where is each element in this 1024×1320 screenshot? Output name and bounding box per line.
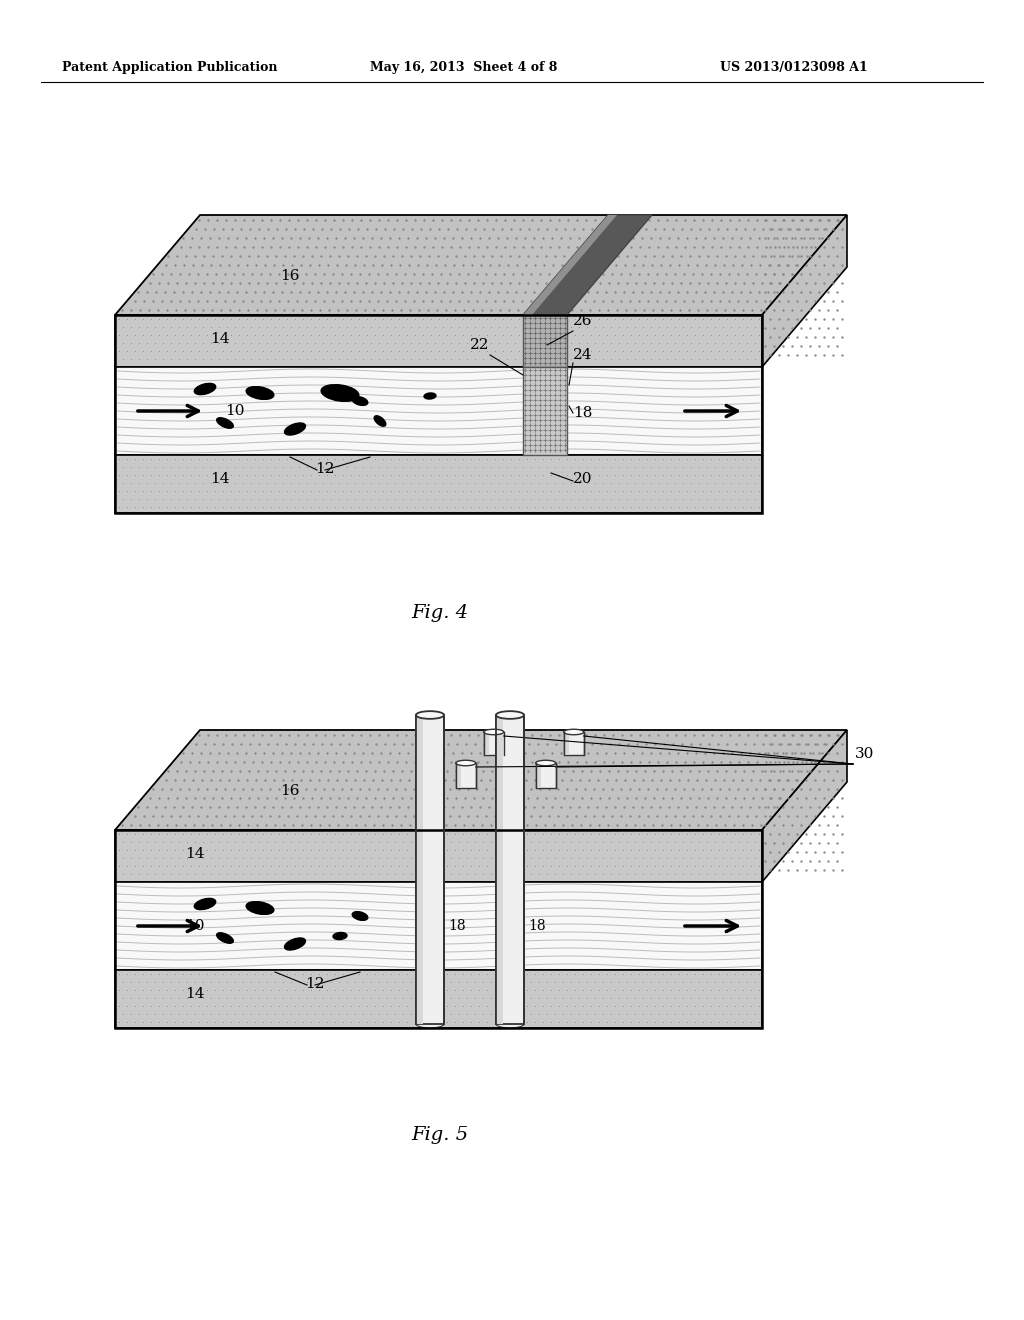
Text: Patent Application Publication: Patent Application Publication [62, 62, 278, 74]
Text: 14: 14 [185, 847, 205, 861]
Bar [115, 455, 762, 513]
Text: 18: 18 [449, 919, 466, 933]
Ellipse shape [195, 383, 216, 395]
Bar [115, 315, 762, 367]
Text: 30: 30 [855, 747, 874, 762]
Polygon shape [762, 215, 847, 367]
Bar [115, 830, 762, 882]
Ellipse shape [496, 711, 524, 719]
Text: 16: 16 [280, 784, 299, 799]
Ellipse shape [195, 899, 216, 909]
Ellipse shape [246, 387, 273, 400]
Bar [416, 715, 444, 1024]
Ellipse shape [456, 760, 476, 766]
Text: May 16, 2013  Sheet 4 of 8: May 16, 2013 Sheet 4 of 8 [370, 62, 557, 74]
Text: 14: 14 [185, 987, 205, 1001]
Text: 14: 14 [210, 333, 229, 346]
Ellipse shape [333, 932, 347, 940]
Text: 22: 22 [470, 338, 489, 352]
Text: Fig. 4: Fig. 4 [412, 605, 469, 622]
Bar [115, 882, 762, 970]
Text: Fig. 5: Fig. 5 [412, 1126, 469, 1144]
Bar [536, 763, 556, 788]
Bar [523, 315, 567, 367]
Bar [456, 763, 476, 788]
Text: 14: 14 [210, 473, 229, 486]
Ellipse shape [416, 1020, 444, 1028]
Ellipse shape [217, 933, 233, 944]
Text: 10: 10 [185, 919, 205, 933]
Ellipse shape [285, 422, 305, 436]
Bar [115, 367, 762, 455]
Ellipse shape [496, 1020, 524, 1028]
Polygon shape [762, 730, 847, 882]
Bar [564, 733, 584, 755]
Ellipse shape [536, 760, 556, 766]
Ellipse shape [285, 939, 305, 950]
Polygon shape [115, 730, 847, 830]
Polygon shape [523, 215, 652, 315]
Ellipse shape [217, 417, 233, 428]
Text: 12: 12 [315, 462, 335, 477]
Polygon shape [115, 215, 847, 315]
Ellipse shape [322, 384, 358, 401]
Ellipse shape [352, 396, 368, 405]
Text: 24: 24 [573, 348, 593, 362]
Ellipse shape [564, 729, 584, 735]
Bar [483, 733, 504, 755]
Text: 26: 26 [573, 314, 593, 327]
Bar [115, 970, 762, 1028]
Ellipse shape [424, 393, 436, 399]
Ellipse shape [352, 912, 368, 920]
Bar [523, 367, 567, 455]
Text: 10: 10 [225, 404, 245, 418]
Ellipse shape [483, 729, 504, 735]
Bar [115, 830, 762, 1028]
Text: 20: 20 [573, 473, 593, 486]
Text: 16: 16 [280, 269, 299, 282]
Text: 18: 18 [528, 919, 546, 933]
Bar [496, 715, 524, 1024]
Ellipse shape [416, 711, 444, 719]
Text: US 2013/0123098 A1: US 2013/0123098 A1 [720, 62, 867, 74]
Ellipse shape [374, 416, 386, 426]
Polygon shape [523, 215, 617, 315]
Bar [115, 315, 762, 513]
Ellipse shape [246, 902, 273, 915]
Text: 18: 18 [573, 407, 592, 420]
Text: 12: 12 [305, 977, 325, 991]
